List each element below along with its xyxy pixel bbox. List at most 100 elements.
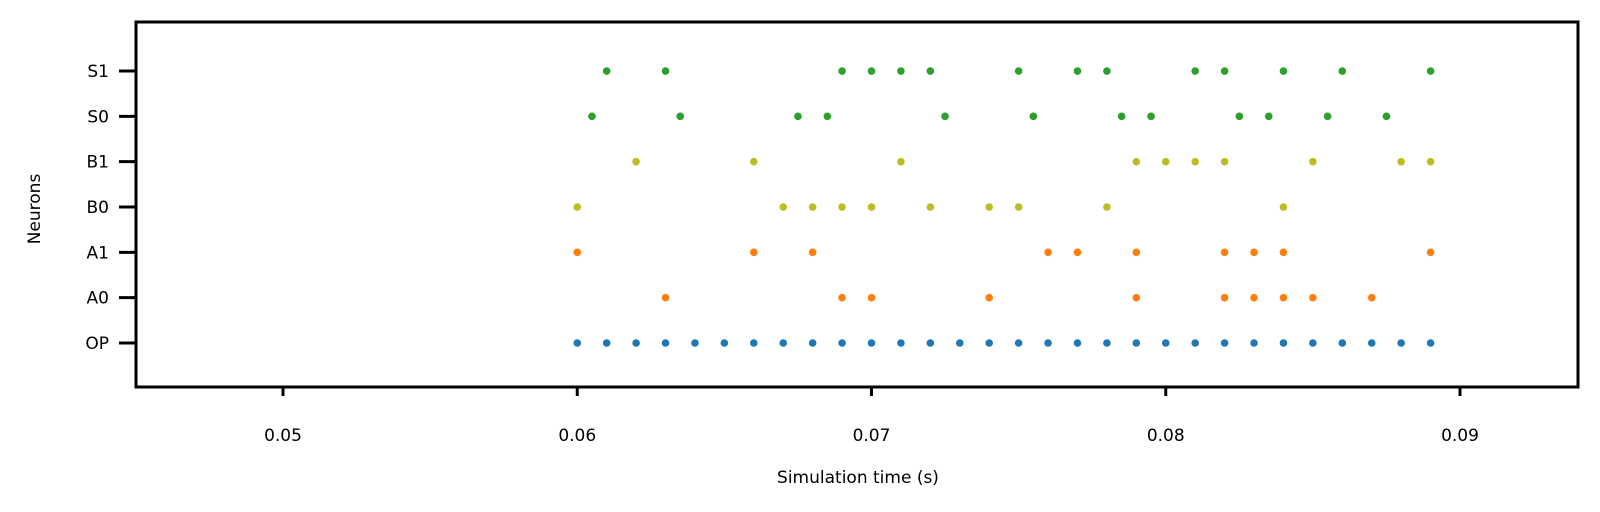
spike-point xyxy=(1132,248,1141,257)
spike-point xyxy=(808,248,817,257)
spike-point xyxy=(1220,339,1229,347)
spike-point xyxy=(1397,157,1405,166)
spike-point xyxy=(1250,293,1258,302)
spike-point xyxy=(1309,157,1317,166)
spike-point xyxy=(1279,248,1288,257)
spike-point xyxy=(1279,339,1288,347)
spike-point xyxy=(750,248,758,257)
x-tick-label: 0.08 xyxy=(1147,426,1185,446)
spike-point xyxy=(661,67,670,75)
spike-point xyxy=(1338,67,1347,75)
spike-point xyxy=(1426,67,1435,75)
spike-point xyxy=(867,203,876,211)
spike-point xyxy=(602,339,611,347)
y-tick-label: OP xyxy=(85,334,109,354)
spike-point xyxy=(897,157,905,166)
spike-point xyxy=(1426,248,1435,257)
spike-point xyxy=(926,339,935,347)
spike-point xyxy=(838,339,846,347)
spike-point xyxy=(1132,339,1141,347)
spike-point xyxy=(1264,112,1273,121)
y-axis-label: Neurons xyxy=(25,174,45,245)
spike-point xyxy=(720,339,729,347)
spike-point xyxy=(750,339,758,347)
spike-point xyxy=(867,339,876,347)
spike-point xyxy=(1014,203,1023,211)
spike-point xyxy=(1073,67,1082,75)
spike-point xyxy=(838,203,846,211)
spike-point xyxy=(1279,293,1288,302)
y-tick-label: S0 xyxy=(87,107,109,127)
spike-point xyxy=(1426,157,1435,166)
spike-point xyxy=(1161,339,1170,347)
spike-point xyxy=(573,339,582,347)
spike-point xyxy=(779,339,788,347)
spike-point xyxy=(632,157,640,166)
spike-point xyxy=(1382,112,1391,121)
spike-point xyxy=(1103,67,1111,75)
spike-point xyxy=(897,67,905,75)
spike-point xyxy=(573,203,582,211)
spike-point xyxy=(985,339,993,347)
spike-point xyxy=(779,203,788,211)
x-tick-label: 0.07 xyxy=(853,426,891,446)
spike-point xyxy=(1367,339,1376,347)
x-tick-label: 0.09 xyxy=(1441,426,1479,446)
spike-point xyxy=(1014,67,1023,75)
spike-point xyxy=(1191,339,1199,347)
spike-point xyxy=(897,339,905,347)
spike-point xyxy=(1367,293,1376,302)
x-tick-label: 0.06 xyxy=(558,426,596,446)
spike-point xyxy=(1220,157,1229,166)
spike-point xyxy=(1279,67,1288,75)
spike-point xyxy=(985,293,993,302)
spike-point xyxy=(1397,339,1405,347)
spike-point xyxy=(750,157,758,166)
spike-point xyxy=(1073,339,1082,347)
spike-point xyxy=(1073,248,1082,257)
spike-point xyxy=(1044,339,1052,347)
spike-point xyxy=(661,339,670,347)
spike-point xyxy=(602,67,611,75)
spike-point xyxy=(1250,248,1258,257)
spike-point xyxy=(808,339,817,347)
spike-point xyxy=(926,203,935,211)
spike-point xyxy=(1191,67,1199,75)
plot-frame xyxy=(134,20,1580,389)
spike-point xyxy=(1250,339,1258,347)
spike-point xyxy=(1235,112,1244,121)
x-tick-label: 0.05 xyxy=(264,426,302,446)
spike-point xyxy=(1426,339,1435,347)
spike-point xyxy=(1279,203,1288,211)
y-tick-label: B0 xyxy=(87,198,109,218)
spike-point xyxy=(926,67,935,75)
y-tick-label: B1 xyxy=(87,153,109,173)
spike-point xyxy=(838,67,846,75)
spike-point xyxy=(1161,157,1170,166)
spike-point xyxy=(1220,293,1229,302)
spike-point xyxy=(588,112,596,121)
spike-point xyxy=(1309,339,1317,347)
spike-point xyxy=(823,112,832,121)
spike-point xyxy=(1103,339,1111,347)
spike-points xyxy=(573,67,1435,347)
spike-point xyxy=(1117,112,1126,121)
axes: 0.05 0.06 0.07 0.08 0.09 OP A0 A1 B0 B1 S0 S1 xyxy=(85,20,1580,446)
spike-point xyxy=(632,339,640,347)
spike-point xyxy=(1132,157,1141,166)
spike-point xyxy=(808,203,817,211)
spike-point xyxy=(1338,339,1347,347)
spike-point xyxy=(1323,112,1332,121)
spike-point xyxy=(1029,112,1038,121)
spike-point xyxy=(867,293,876,302)
spike-point xyxy=(1191,157,1199,166)
spike-point xyxy=(573,248,582,257)
spike-point xyxy=(1220,67,1229,75)
y-tick-label: S1 xyxy=(87,62,109,82)
spike-point xyxy=(1220,248,1229,257)
spike-point xyxy=(1147,112,1155,121)
spike-point xyxy=(955,339,964,347)
spike-point xyxy=(794,112,802,121)
spike-point xyxy=(1309,293,1317,302)
